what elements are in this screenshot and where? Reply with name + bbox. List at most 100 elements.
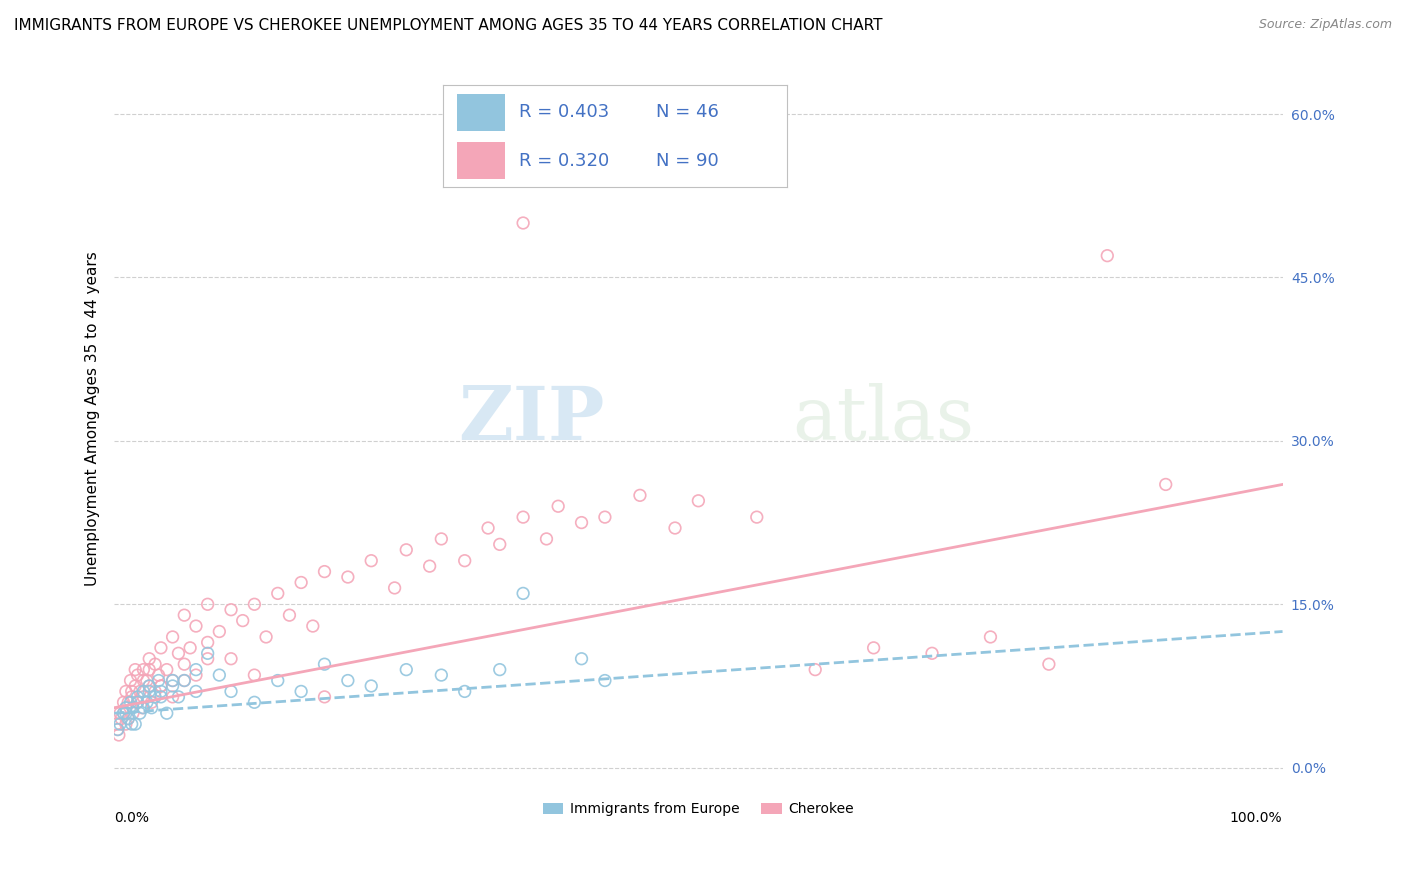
Point (162, 630, 184, 644)
Point (628, 488, 651, 502)
Point (110, 712, 132, 726)
Point (138, 663, 160, 677)
Point (121, 717, 143, 731)
Point (360, 554, 382, 568)
Point (278, 608, 301, 623)
Point (141, 700, 163, 714)
Point (127, 668, 149, 682)
Point (162, 679, 184, 693)
Point (124, 663, 146, 677)
Point (149, 690, 172, 704)
Point (593, 510, 616, 524)
Point (197, 597, 219, 611)
Point (454, 554, 477, 568)
Point (149, 679, 172, 693)
Point (243, 695, 266, 709)
Point (117, 712, 139, 726)
Point (128, 684, 150, 698)
Point (115, 700, 138, 714)
Point (219, 684, 242, 698)
Point (384, 581, 406, 595)
Point (148, 668, 170, 682)
Point (112, 706, 135, 721)
Point (571, 652, 593, 666)
Legend: Immigrants from Europe, Cherokee: Immigrants from Europe, Cherokee (537, 797, 859, 822)
Text: IMMIGRANTS FROM EUROPE VS CHEROKEE UNEMPLOYMENT AMONG AGES 35 TO 44 YEARS CORREL: IMMIGRANTS FROM EUROPE VS CHEROKEE UNEMP… (14, 18, 883, 33)
Point (267, 673, 290, 688)
Point (314, 565, 336, 579)
Point (112, 706, 135, 721)
Point (115, 684, 138, 698)
Point (121, 690, 143, 704)
Point (141, 695, 163, 709)
Point (149, 679, 172, 693)
Point (208, 624, 231, 639)
Point (430, 532, 453, 546)
Point (124, 679, 146, 693)
Point (167, 690, 190, 704)
FancyBboxPatch shape (457, 94, 505, 131)
Point (314, 657, 336, 672)
Point (149, 640, 172, 655)
Point (290, 575, 312, 590)
Point (132, 684, 155, 698)
Point (132, 663, 155, 677)
Point (117, 712, 139, 726)
Point (156, 706, 179, 721)
Point (173, 657, 195, 672)
Point (132, 690, 155, 704)
Point (156, 663, 179, 677)
Point (143, 684, 166, 698)
Point (395, 542, 418, 557)
Text: R = 0.320: R = 0.320 (519, 152, 609, 169)
Point (131, 700, 153, 714)
Point (107, 723, 129, 737)
Point (162, 673, 184, 688)
Point (124, 717, 146, 731)
Point (301, 619, 323, 633)
Point (135, 673, 157, 688)
Point (132, 700, 155, 714)
Point (197, 652, 219, 666)
Point (115, 717, 138, 731)
Point (745, 510, 768, 524)
Point (197, 635, 219, 649)
Point (173, 673, 195, 688)
Point (108, 706, 131, 721)
Point (173, 608, 195, 623)
Point (107, 723, 129, 737)
Point (127, 690, 149, 704)
Point (267, 586, 290, 600)
Point (138, 679, 160, 693)
Point (290, 684, 312, 698)
Text: 100.0%: 100.0% (1230, 811, 1282, 825)
Point (120, 695, 142, 709)
Point (167, 646, 190, 660)
Point (127, 695, 149, 709)
Point (360, 679, 382, 693)
Point (108, 717, 131, 731)
Point (254, 630, 277, 644)
Point (138, 684, 160, 698)
Point (862, 640, 884, 655)
Point (117, 695, 139, 709)
Point (143, 690, 166, 704)
Point (430, 668, 453, 682)
Text: Source: ZipAtlas.com: Source: ZipAtlas.com (1258, 18, 1392, 31)
Point (314, 690, 336, 704)
Point (148, 673, 170, 688)
Point (138, 652, 160, 666)
Point (571, 516, 593, 530)
Y-axis label: Unemployment Among Ages 35 to 44 years: Unemployment Among Ages 35 to 44 years (86, 252, 100, 586)
Point (488, 537, 510, 551)
Point (664, 521, 686, 535)
Point (132, 673, 155, 688)
Point (336, 570, 359, 584)
Text: ZIP: ZIP (458, 383, 605, 456)
Point (149, 684, 172, 698)
Point (120, 673, 142, 688)
Point (122, 706, 145, 721)
Text: N = 46: N = 46 (657, 103, 720, 121)
Point (454, 684, 477, 698)
Point (477, 521, 499, 535)
